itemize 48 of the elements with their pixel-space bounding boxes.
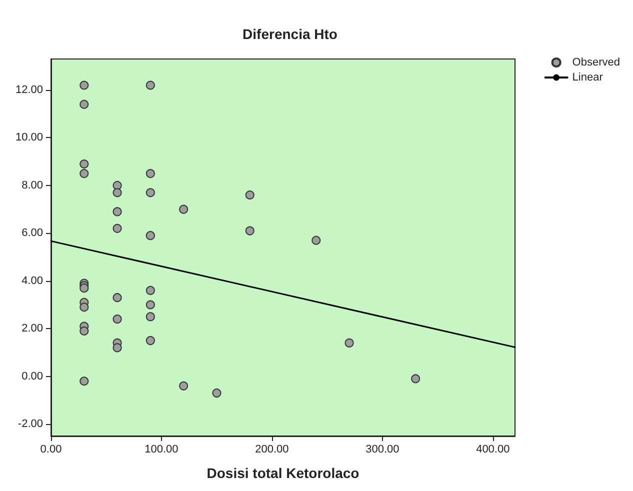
- legend-label: Observed: [572, 56, 620, 68]
- point: [80, 100, 89, 109]
- point: [411, 374, 420, 384]
- point: [146, 169, 155, 178]
- point: [112, 314, 122, 324]
- point: [245, 226, 254, 236]
- x-tick-label: 300.00: [366, 444, 400, 456]
- point: [179, 381, 188, 390]
- point: [112, 188, 122, 198]
- point: [212, 388, 222, 398]
- y-tick-label: 0.00: [22, 370, 43, 382]
- point: [146, 231, 155, 240]
- point: [146, 80, 155, 90]
- point: [146, 188, 155, 198]
- point: [112, 224, 122, 233]
- y-tick-label: 4.00: [22, 274, 43, 287]
- point: [112, 180, 122, 190]
- point: [245, 190, 254, 200]
- x-tick-label: 400.00: [476, 444, 510, 456]
- y-tick-label: 8.00: [22, 179, 43, 192]
- point: [112, 343, 122, 352]
- point: [80, 284, 89, 293]
- point: [112, 293, 122, 302]
- x-axis-title: Dosisi total Ketorolaco: [206, 465, 360, 481]
- y-tick-label: 10.00: [15, 132, 43, 144]
- point: [112, 207, 122, 216]
- point: [80, 80, 89, 90]
- legend-label: Linear: [572, 72, 604, 84]
- point: [80, 169, 89, 178]
- point: [80, 376, 89, 386]
- point: [80, 159, 89, 168]
- point: [80, 326, 89, 336]
- point: [179, 204, 188, 214]
- point: [146, 286, 155, 295]
- y-tick-label: 12.00: [15, 84, 43, 96]
- x-tick-label: 100.00: [144, 444, 178, 456]
- x-tick-label: 0.00: [40, 444, 62, 456]
- point: [312, 236, 321, 245]
- point: [146, 300, 155, 310]
- y-tick-label: 2.00: [22, 322, 43, 335]
- point: [344, 338, 354, 348]
- point: [146, 336, 155, 346]
- y-tick-label: 6.00: [22, 227, 43, 240]
- point: [80, 302, 89, 312]
- point: [146, 312, 155, 322]
- y-tick-label: -2.00: [18, 418, 43, 430]
- chart-title: Diferencia Hto: [242, 26, 338, 42]
- x-tick-label: 200.00: [255, 444, 289, 456]
